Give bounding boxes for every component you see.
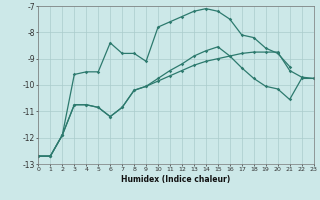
- X-axis label: Humidex (Indice chaleur): Humidex (Indice chaleur): [121, 175, 231, 184]
